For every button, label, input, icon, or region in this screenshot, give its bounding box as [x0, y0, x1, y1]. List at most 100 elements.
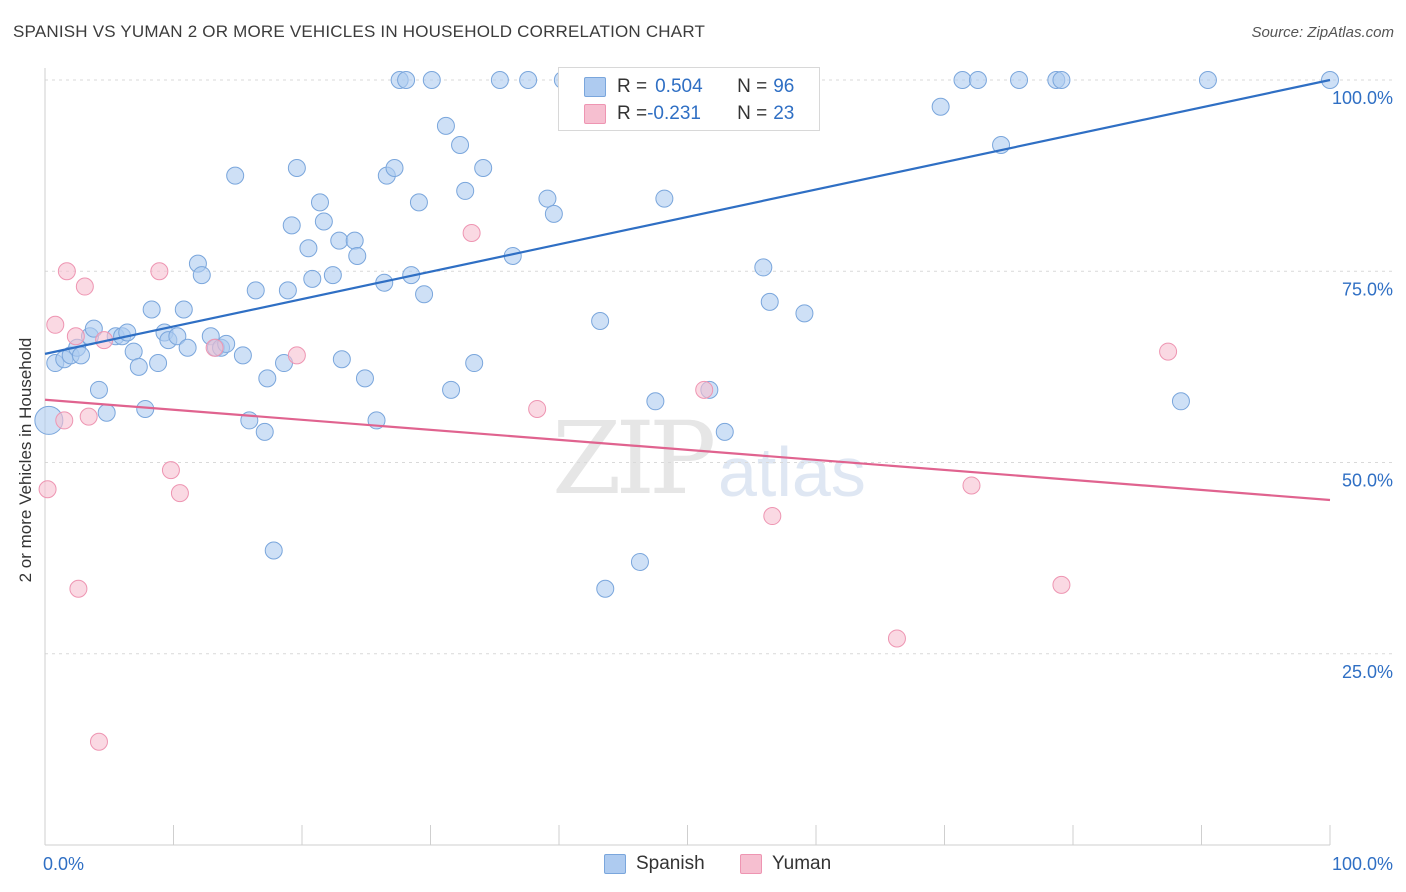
- point-spanish: [544, 204, 563, 223]
- point-yuman: [170, 484, 189, 503]
- point-spanish: [760, 292, 779, 311]
- legend-row-spanish: R = 0.504 N = 96: [584, 75, 794, 99]
- point-spanish: [71, 346, 90, 365]
- point-spanish: [258, 369, 277, 388]
- point-spanish: [314, 212, 333, 231]
- point-spanish: [174, 300, 193, 319]
- bottom-legend-yuman: Yuman: [740, 851, 831, 877]
- watermark-atlas: atlas: [718, 433, 866, 511]
- point-spanish: [124, 342, 143, 361]
- point-yuman: [46, 315, 65, 334]
- point-spanish: [332, 350, 351, 369]
- point-spanish: [246, 281, 265, 300]
- bottom-legend-label-spanish: Spanish: [636, 853, 705, 874]
- legend-swatch-yuman: [584, 104, 606, 124]
- point-spanish: [953, 71, 972, 89]
- point-yuman: [763, 507, 782, 526]
- point-spanish: [655, 189, 674, 208]
- point-spanish: [795, 304, 814, 323]
- point-spanish: [591, 311, 610, 330]
- point-spanish: [84, 319, 103, 338]
- point-spanish: [385, 158, 404, 177]
- legend-r-value: -0.231: [647, 103, 701, 124]
- point-spanish: [299, 239, 318, 258]
- point-spanish: [474, 158, 493, 177]
- point-spanish: [287, 158, 306, 177]
- point-yuman: [75, 277, 94, 296]
- point-spanish: [89, 380, 108, 399]
- legend-r-value: 0.504: [655, 76, 703, 97]
- point-yuman: [1159, 342, 1178, 361]
- point-spanish: [397, 71, 416, 89]
- point-spanish: [142, 300, 161, 319]
- point-spanish: [451, 136, 470, 155]
- point-spanish: [310, 193, 329, 212]
- point-yuman: [38, 480, 57, 499]
- point-yuman: [205, 338, 224, 357]
- point-spanish: [1171, 392, 1190, 411]
- point-spanish: [1052, 71, 1071, 89]
- point-spanish: [436, 116, 455, 135]
- point-spanish: [345, 231, 364, 250]
- point-spanish: [355, 369, 374, 388]
- point-spanish: [192, 266, 211, 285]
- point-spanish: [1198, 71, 1217, 89]
- point-spanish: [149, 354, 168, 373]
- x-tick-label: 100.0%: [1332, 854, 1393, 874]
- bottom-legend-swatch-spanish: [604, 854, 626, 874]
- legend-swatch-spanish: [584, 77, 606, 97]
- y-tick-label: 100.0%: [1332, 88, 1393, 108]
- point-spanish: [330, 231, 349, 250]
- point-spanish: [442, 380, 461, 399]
- point-yuman: [89, 732, 108, 751]
- point-spanish: [255, 422, 274, 441]
- legend-box: R = 0.504 N = 96 R = -0.231 N = 23: [558, 67, 820, 131]
- point-yuman: [150, 262, 169, 281]
- point-spanish: [490, 71, 509, 89]
- bottom-legend-swatch-yuman: [740, 854, 762, 874]
- point-spanish: [422, 71, 441, 89]
- trendline-yuman: [44, 398, 1331, 502]
- point-spanish: [754, 258, 773, 277]
- point-spanish: [178, 338, 197, 357]
- point-yuman: [161, 461, 180, 480]
- point-spanish: [465, 354, 484, 373]
- point-yuman: [887, 629, 906, 648]
- legend-r-label: R =: [617, 103, 648, 124]
- chart-title: SPANISH VS YUMAN 2 OR MORE VEHICLES IN H…: [13, 22, 706, 41]
- point-spanish: [519, 71, 538, 89]
- point-yuman: [287, 346, 306, 365]
- point-spanish: [715, 422, 734, 441]
- point-spanish: [303, 269, 322, 288]
- point-spanish: [931, 97, 950, 116]
- point-yuman: [66, 327, 85, 346]
- point-spanish: [409, 193, 428, 212]
- legend-n-label: N =: [737, 103, 768, 124]
- point-spanish: [282, 216, 301, 235]
- point-yuman: [1052, 575, 1071, 594]
- point-spanish: [264, 541, 283, 560]
- point-yuman: [695, 380, 714, 399]
- trendline-spanish: [44, 78, 1331, 355]
- legend-r-label: R =: [617, 76, 648, 97]
- point-spanish: [348, 246, 367, 265]
- legend-n-label: N =: [737, 76, 768, 97]
- y-axis-label: 2 or more Vehicles in Household: [16, 337, 35, 583]
- point-yuman: [57, 262, 76, 281]
- point-yuman: [962, 476, 981, 495]
- bottom-legend-spanish: Spanish: [604, 851, 705, 877]
- point-yuman: [462, 224, 481, 242]
- point-spanish: [226, 166, 245, 185]
- legend-row-yuman: R = -0.231 N = 23: [584, 102, 795, 126]
- y-tick-label: 75.0%: [1342, 279, 1393, 299]
- point-spanish: [1010, 71, 1029, 89]
- legend-n-value: 23: [773, 103, 795, 124]
- y-tick-label: 50.0%: [1342, 471, 1393, 491]
- point-spanish: [968, 71, 987, 89]
- point-spanish: [323, 266, 342, 285]
- point-yuman: [55, 411, 74, 430]
- source-label: Source: ZipAtlas.com: [1251, 24, 1394, 41]
- watermark-zip: ZIP: [552, 400, 716, 517]
- point-spanish: [538, 189, 557, 208]
